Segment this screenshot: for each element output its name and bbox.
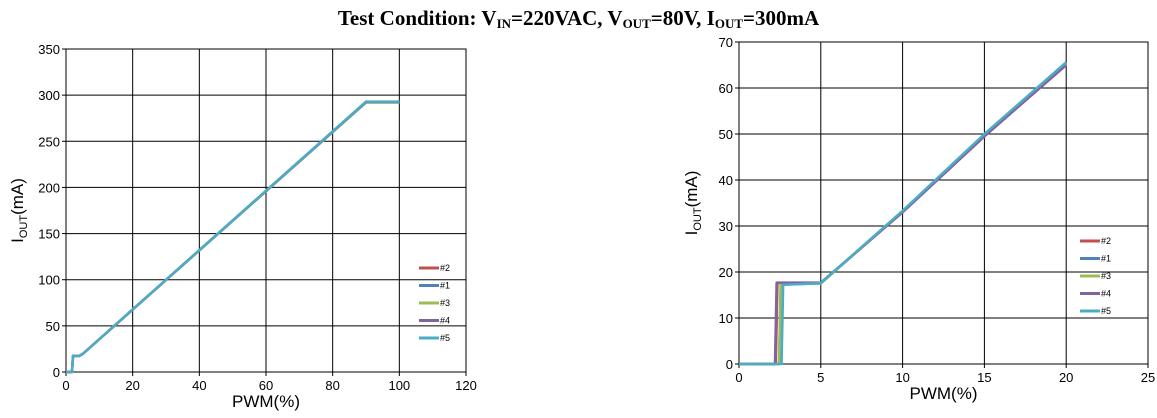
- chart0-series-line-n5: [66, 100, 400, 374]
- chart1-legend-label: #2: [1101, 236, 1111, 246]
- chart1-x-tick-label: 25: [1141, 370, 1155, 385]
- chart1-x-tick-label: 0: [735, 370, 742, 385]
- chart0-legend-label: #1: [440, 281, 450, 291]
- chart0-x-tick-label: 0: [62, 378, 69, 393]
- chart0-x-tick-label: 80: [325, 378, 339, 393]
- chart1-y-tick-label: 60: [719, 81, 733, 96]
- chart1-y-axis-label-unit: (mA): [682, 171, 701, 208]
- chart0-legend-label: #5: [440, 333, 450, 343]
- chart1-y-tick-label: 20: [719, 265, 733, 280]
- chart0-x-tick-label: 100: [388, 378, 410, 393]
- chart0-y-axis-label-sub: OUT: [18, 215, 30, 239]
- chart0-y-axis-label-unit: (mA): [8, 178, 27, 215]
- chart1-x-tick-label: 15: [977, 370, 991, 385]
- chart0-y-axis-label-main: I: [8, 238, 27, 243]
- chart1-legend-label: #5: [1101, 306, 1111, 316]
- chart1-x-tick-label: 20: [1059, 370, 1073, 385]
- page-title: Test Condition: VIN=220VAC, VOUT=80V, IO…: [337, 6, 820, 31]
- chart1-legend-label: #1: [1101, 254, 1111, 264]
- chart1-y-tick-label: 50: [719, 127, 733, 142]
- chart1-x-tick-label: 10: [895, 370, 909, 385]
- chart0-y-tick-label: 150: [38, 227, 60, 242]
- chart0-legend-label: #2: [440, 263, 450, 273]
- chart1-y-axis-label-sub: OUT: [692, 207, 704, 231]
- chart1-y-tick-label: 0: [726, 357, 733, 372]
- chart1-y-tick-label: 40: [719, 173, 733, 188]
- chart1-y-tick-label: 10: [719, 311, 733, 326]
- chart1-legend-label: #4: [1101, 289, 1111, 299]
- chart1-legend-label: #3: [1101, 271, 1111, 281]
- chart0-x-tick-label: 120: [455, 378, 477, 393]
- chart0-x-axis-label: PWM(%): [232, 392, 300, 411]
- chart0-legend-label: #4: [440, 316, 450, 326]
- chart1-series-line-n5: [739, 61, 1068, 366]
- chart0-y-tick-label: 50: [46, 319, 60, 334]
- chart0-x-tick-label: 40: [192, 378, 206, 393]
- chart0-y-tick-label: 350: [38, 42, 60, 57]
- chart0-y-tick-label: 0: [53, 365, 60, 380]
- chart1-y-tick-label: 70: [719, 35, 733, 50]
- chart0-x-tick-label: 60: [259, 378, 273, 393]
- chart1-y-axis-label: IOUT(mA): [682, 171, 704, 236]
- chart0-x-tick-label: 20: [125, 378, 139, 393]
- chart0-y-tick-label: 200: [38, 180, 60, 195]
- chart0-legend-label: #3: [440, 298, 450, 308]
- chart0-y-axis-label: IOUT(mA): [8, 178, 30, 243]
- chart0-y-tick-label: 300: [38, 88, 60, 103]
- chart0-y-tick-label: 250: [38, 134, 60, 149]
- chart1-x-axis-label: PWM(%): [910, 384, 978, 403]
- chart1-x-tick-label: 5: [817, 370, 824, 385]
- chart1-plot-area: [738, 41, 1149, 365]
- chart1-y-axis-label-main: I: [682, 231, 701, 236]
- chart1-y-tick-label: 30: [719, 219, 733, 234]
- chart0-y-tick-label: 100: [38, 273, 60, 288]
